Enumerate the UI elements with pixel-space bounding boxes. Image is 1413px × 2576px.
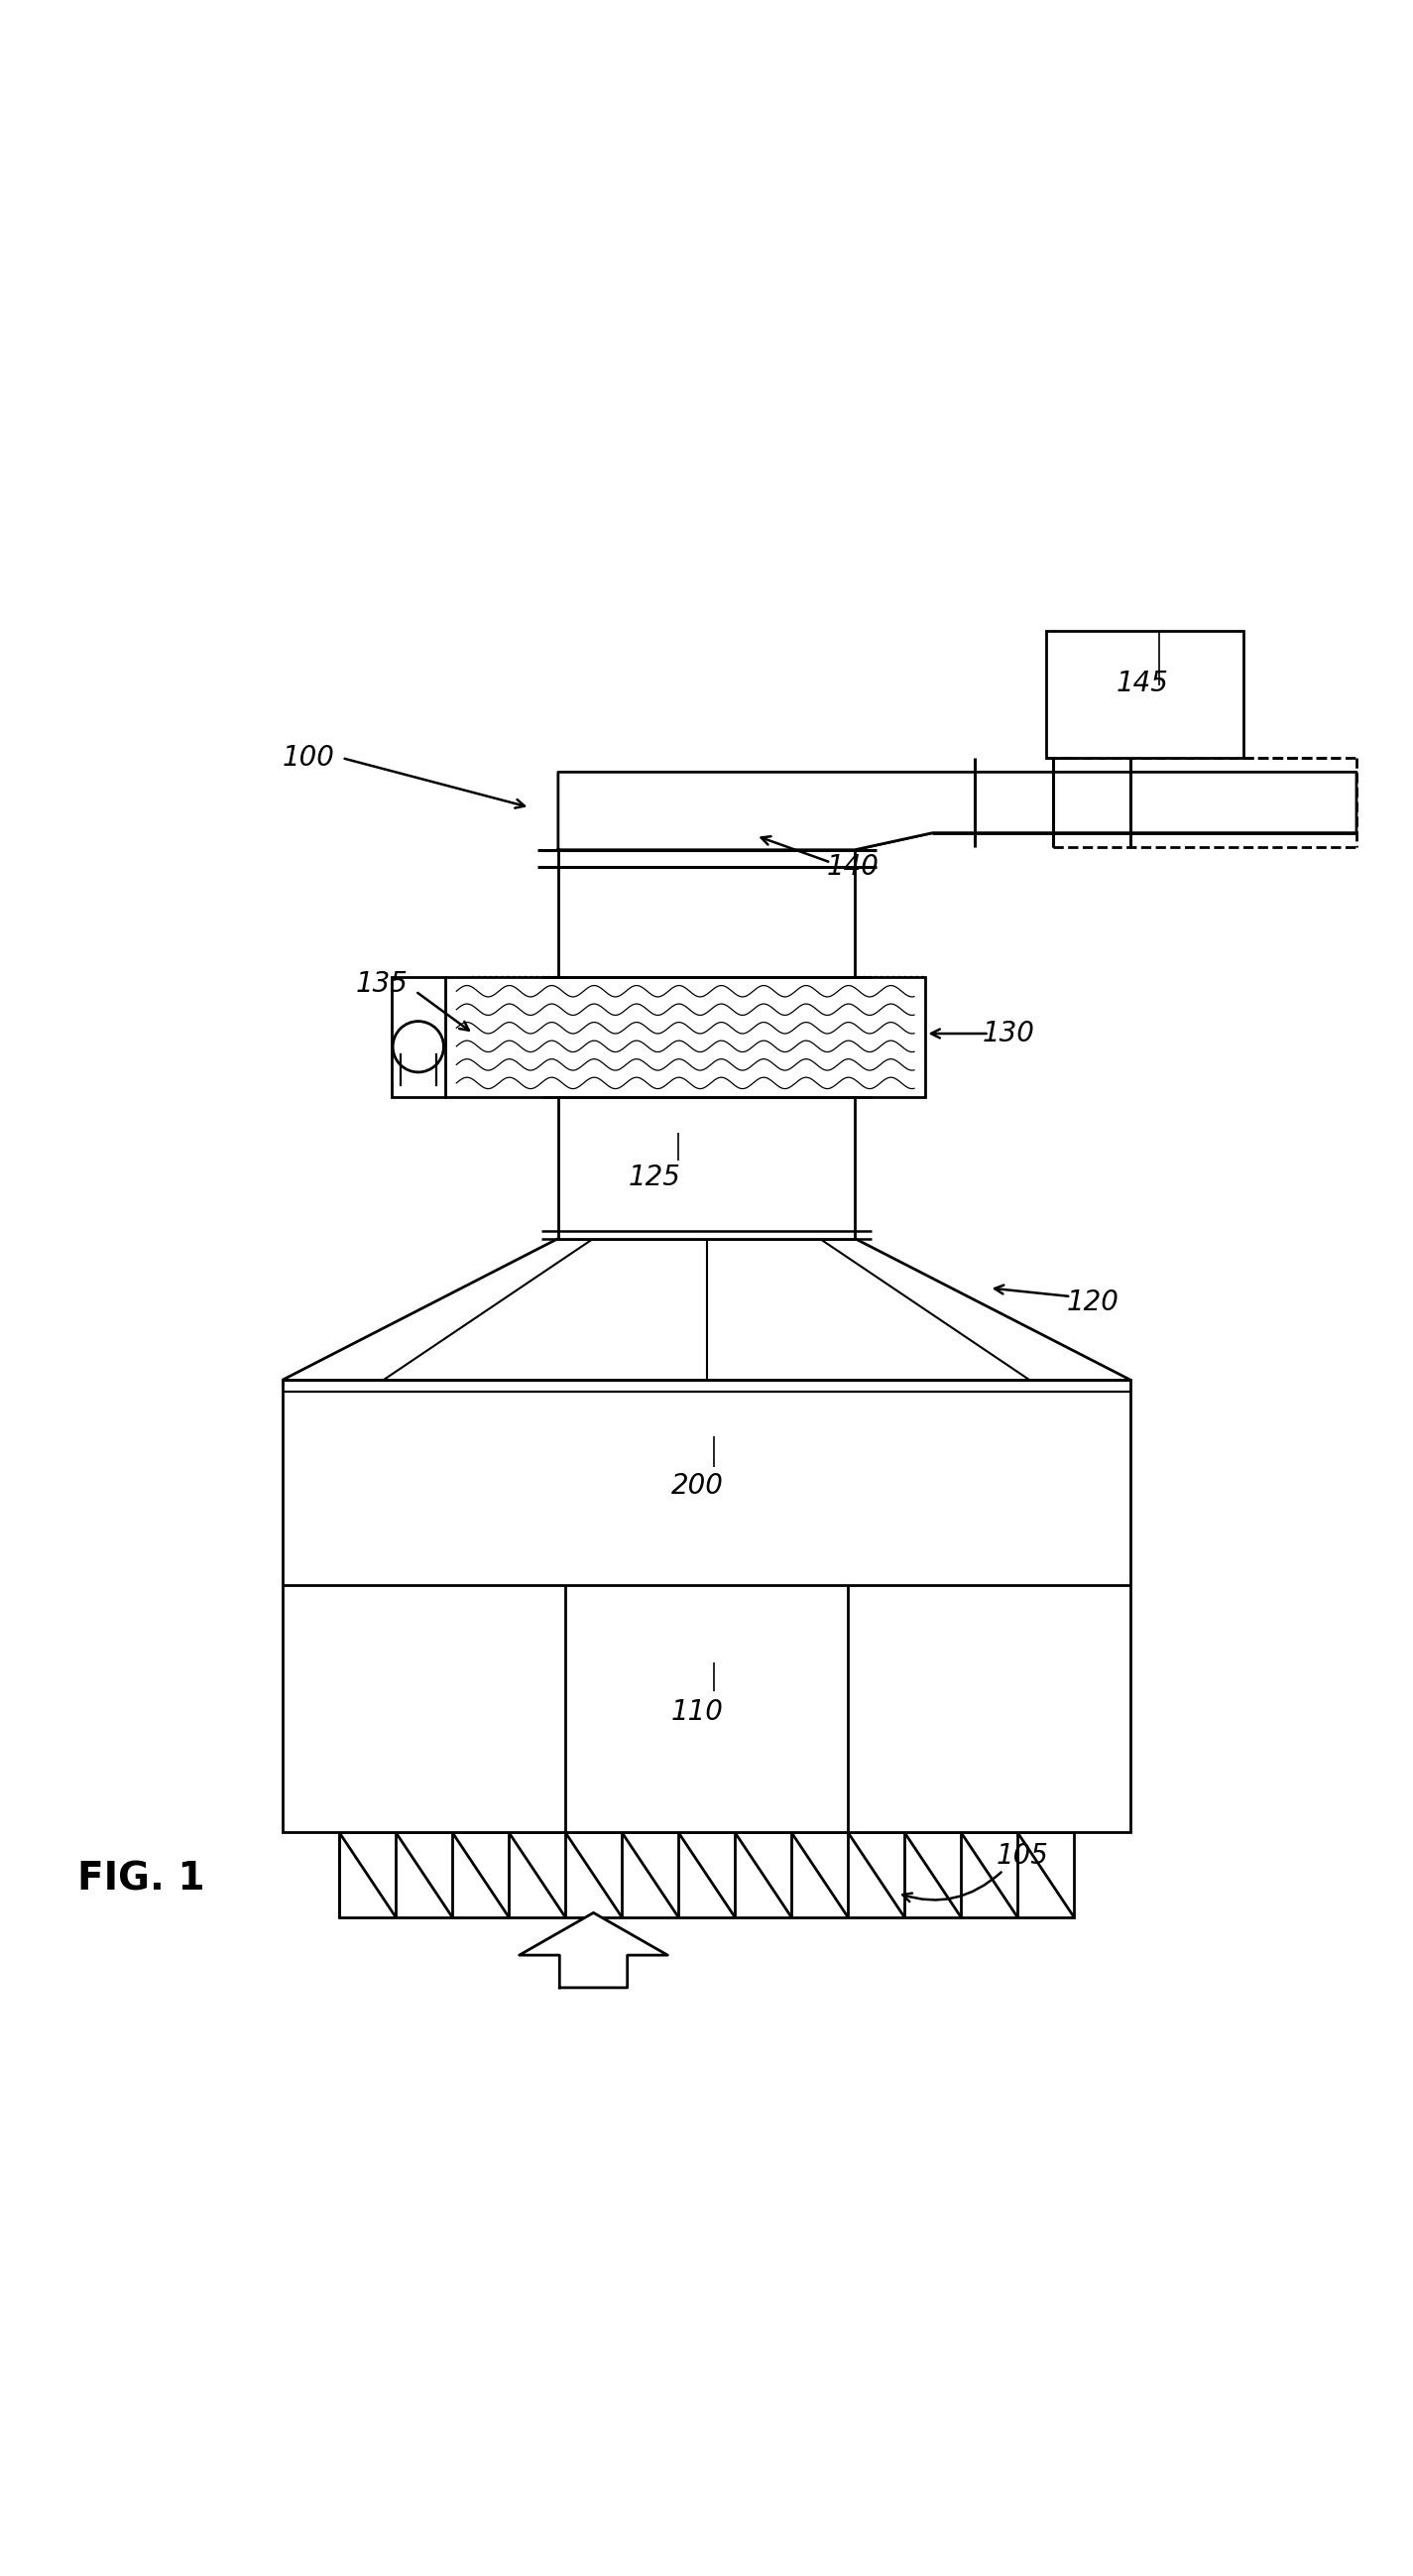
Polygon shape bbox=[520, 1914, 667, 1989]
Bar bbox=[391, 976, 445, 1097]
Bar bbox=[1046, 631, 1243, 757]
Text: 130: 130 bbox=[982, 1020, 1034, 1048]
Text: 120: 120 bbox=[1067, 1288, 1119, 1316]
Text: 125: 125 bbox=[629, 1164, 681, 1193]
Bar bbox=[339, 1832, 1074, 1917]
Text: 105: 105 bbox=[996, 1842, 1048, 1870]
Text: 100: 100 bbox=[283, 744, 335, 773]
Bar bbox=[445, 976, 926, 1097]
Bar bbox=[283, 1381, 1130, 1832]
Polygon shape bbox=[558, 773, 1356, 850]
Text: FIG. 1: FIG. 1 bbox=[78, 1860, 205, 1899]
Text: 145: 145 bbox=[1116, 670, 1169, 698]
Text: 110: 110 bbox=[671, 1698, 723, 1726]
Bar bbox=[558, 850, 855, 976]
Text: 200: 200 bbox=[671, 1471, 723, 1499]
Text: 140: 140 bbox=[827, 853, 879, 881]
Circle shape bbox=[393, 1020, 444, 1072]
Bar bbox=[558, 1097, 855, 1239]
Text: 135: 135 bbox=[356, 971, 408, 997]
